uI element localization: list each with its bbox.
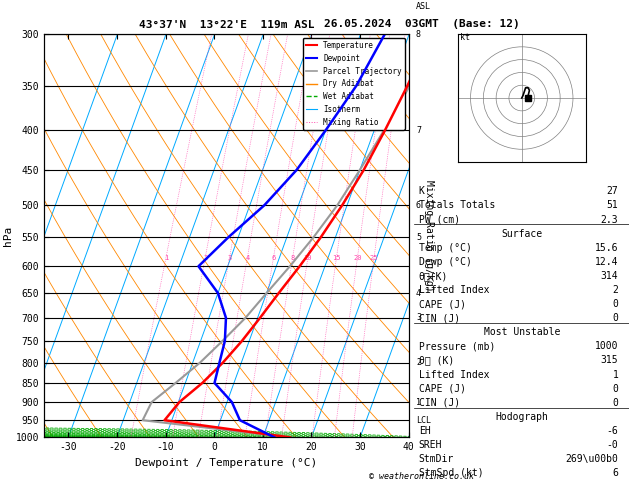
Text: 2: 2 xyxy=(416,358,421,367)
Text: 25: 25 xyxy=(370,255,378,261)
Text: 15.6: 15.6 xyxy=(595,243,618,253)
Title: 43°37'N  13°22'E  119m ASL: 43°37'N 13°22'E 119m ASL xyxy=(138,20,314,31)
Text: PW (cm): PW (cm) xyxy=(419,215,460,225)
Text: km
ASL: km ASL xyxy=(416,0,431,11)
X-axis label: Dewpoint / Temperature (°C): Dewpoint / Temperature (°C) xyxy=(135,458,318,468)
Text: Totals Totals: Totals Totals xyxy=(419,201,495,210)
Text: 3: 3 xyxy=(227,255,231,261)
Text: Surface: Surface xyxy=(501,229,542,239)
Text: -0: -0 xyxy=(606,440,618,450)
Text: 0: 0 xyxy=(613,299,618,309)
Text: 0: 0 xyxy=(613,398,618,408)
Text: 315: 315 xyxy=(601,355,618,365)
Text: CAPE (J): CAPE (J) xyxy=(419,299,466,309)
Text: Most Unstable: Most Unstable xyxy=(484,327,560,337)
Text: K: K xyxy=(419,187,425,196)
Text: 1: 1 xyxy=(416,398,421,407)
Text: 0: 0 xyxy=(613,383,618,394)
Text: 1000: 1000 xyxy=(595,341,618,351)
Legend: Temperature, Dewpoint, Parcel Trajectory, Dry Adiabat, Wet Adiabat, Isotherm, Mi: Temperature, Dewpoint, Parcel Trajectory… xyxy=(303,38,405,130)
Text: 6: 6 xyxy=(271,255,276,261)
Text: Hodograph: Hodograph xyxy=(495,412,548,422)
Text: LCL: LCL xyxy=(416,416,431,425)
Text: 0: 0 xyxy=(613,313,618,323)
Text: 6: 6 xyxy=(416,201,421,209)
Text: 10: 10 xyxy=(304,255,312,261)
Text: Pressure (mb): Pressure (mb) xyxy=(419,341,495,351)
Text: Lifted Index: Lifted Index xyxy=(419,285,489,295)
Text: 2: 2 xyxy=(613,285,618,295)
Y-axis label: Mixing Ratio (g/kg): Mixing Ratio (g/kg) xyxy=(424,180,434,292)
Text: StmSpd (kt): StmSpd (kt) xyxy=(419,468,484,478)
Text: Lifted Index: Lifted Index xyxy=(419,369,489,380)
Text: kt: kt xyxy=(460,34,470,42)
Text: 2: 2 xyxy=(203,255,208,261)
Text: CAPE (J): CAPE (J) xyxy=(419,383,466,394)
Text: 2.3: 2.3 xyxy=(601,215,618,225)
Text: EH: EH xyxy=(419,426,430,436)
Text: Dewp (°C): Dewp (°C) xyxy=(419,257,472,267)
Y-axis label: hPa: hPa xyxy=(3,226,13,246)
Text: StmDir: StmDir xyxy=(419,454,454,464)
Text: θᴇ(K): θᴇ(K) xyxy=(419,271,448,281)
Text: 20: 20 xyxy=(353,255,362,261)
Text: 314: 314 xyxy=(601,271,618,281)
Text: θᴇ (K): θᴇ (K) xyxy=(419,355,454,365)
Text: 3: 3 xyxy=(416,313,421,322)
Text: 7: 7 xyxy=(416,126,421,135)
Text: CIN (J): CIN (J) xyxy=(419,313,460,323)
Text: Temp (°C): Temp (°C) xyxy=(419,243,472,253)
Text: 5: 5 xyxy=(416,233,421,242)
Text: © weatheronline.co.uk: © weatheronline.co.uk xyxy=(369,472,474,481)
Text: 26.05.2024  03GMT  (Base: 12): 26.05.2024 03GMT (Base: 12) xyxy=(323,19,520,30)
Text: 6: 6 xyxy=(613,468,618,478)
Text: 4: 4 xyxy=(245,255,250,261)
Text: 4: 4 xyxy=(416,289,421,297)
Text: 1: 1 xyxy=(613,369,618,380)
Text: SREH: SREH xyxy=(419,440,442,450)
Text: 15: 15 xyxy=(332,255,341,261)
Text: 27: 27 xyxy=(606,187,618,196)
Text: 1: 1 xyxy=(164,255,168,261)
Text: 269\u00b0: 269\u00b0 xyxy=(565,454,618,464)
Text: 8: 8 xyxy=(416,30,421,38)
Text: 51: 51 xyxy=(606,201,618,210)
Text: 8: 8 xyxy=(291,255,295,261)
Text: 12.4: 12.4 xyxy=(595,257,618,267)
Text: -6: -6 xyxy=(606,426,618,436)
Text: CIN (J): CIN (J) xyxy=(419,398,460,408)
